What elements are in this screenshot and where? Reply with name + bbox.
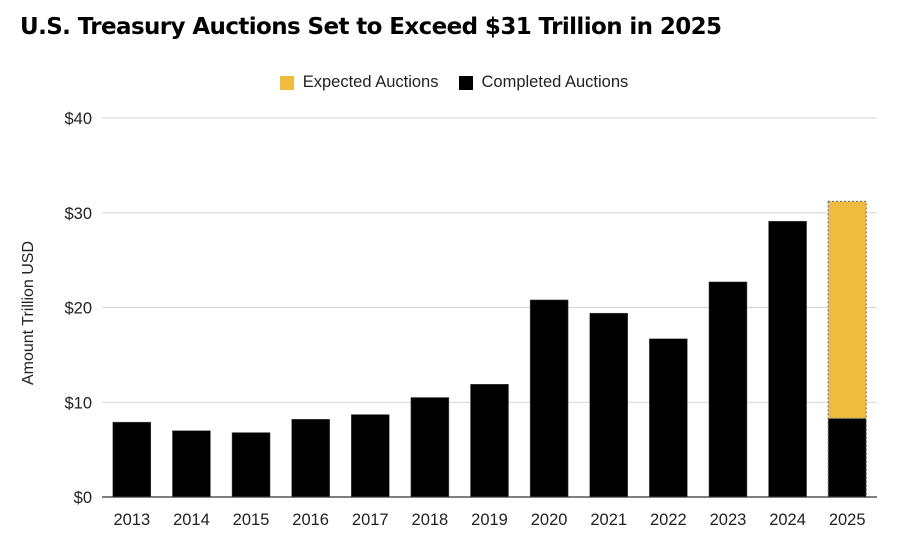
legend-swatch-completed: [458, 75, 473, 90]
x-tick-label: 2014: [173, 511, 210, 529]
bar-expected-2025: [827, 200, 867, 419]
bar-completed-2014: [172, 430, 211, 498]
bar-completed-2025: [827, 417, 867, 498]
bar-completed-2013: [112, 421, 152, 498]
bar-completed-2024: [768, 221, 807, 498]
bar-completed-2018: [410, 397, 450, 498]
chart-title: U.S. Treasury Auctions Set to Exceed $31…: [20, 14, 722, 40]
legend-item-expected: Expected Auctions: [279, 73, 439, 92]
bar-completed-2020: [529, 299, 569, 498]
bar-completed-2023: [708, 281, 748, 498]
bar-completed-2022: [649, 338, 688, 498]
legend-swatch-expected: [279, 75, 294, 90]
y-tick-label: $20: [64, 300, 92, 318]
x-tick-label: 2016: [292, 511, 329, 529]
bar-completed-2015: [231, 432, 271, 498]
y-tick-label: $10: [64, 394, 92, 412]
x-tick-label: 2023: [710, 511, 747, 529]
y-tick-label: $0: [74, 489, 92, 507]
x-tick-label: 2018: [412, 511, 449, 529]
x-tick-label: 2013: [113, 511, 150, 529]
x-tick-label: 2020: [531, 511, 568, 529]
y-tick-label: $40: [64, 110, 92, 128]
legend-item-completed: Completed Auctions: [458, 73, 629, 92]
x-tick-label: 2025: [829, 511, 866, 529]
x-tick-label: 2021: [590, 511, 627, 529]
y-tick-label: $30: [64, 205, 92, 223]
legend-label-expected: Expected Auctions: [302, 73, 439, 91]
bar-completed-2017: [351, 414, 390, 498]
bar-completed-2021: [589, 312, 628, 498]
bar-completed-2016: [291, 419, 330, 498]
bar-completed-2019: [470, 383, 509, 498]
x-tick-label: 2019: [471, 511, 508, 529]
legend: Expected Auctions Completed Auctions: [0, 73, 908, 92]
legend-label-completed: Completed Auctions: [481, 73, 629, 91]
x-tick-label: 2024: [769, 511, 806, 529]
x-tick-label: 2015: [233, 511, 270, 529]
x-tick-label: 2017: [352, 511, 389, 529]
x-tick-label: 2022: [650, 511, 687, 529]
